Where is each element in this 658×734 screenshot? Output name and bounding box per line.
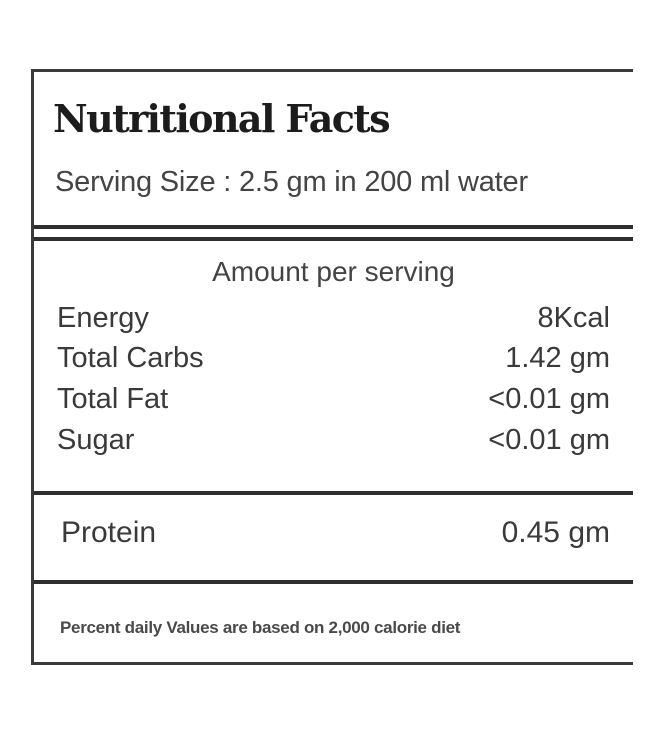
nutrient-row-energy: Energy 8Kcal [57,302,610,342]
nutrient-row-total-fat: Total Fat <0.01 gm [57,383,610,423]
nutrient-value: 8Kcal [537,302,610,334]
nutrient-row-total-carbs: Total Carbs 1.42 gm [57,342,610,382]
protein-name: Protein [61,516,157,549]
daily-values-footnote: Percent daily Values are based on 2,000 … [60,618,461,637]
divider [34,580,633,584]
nutrient-name: Total Fat [57,383,169,415]
nutrient-row-sugar: Sugar <0.01 gm [57,424,610,464]
divider [34,237,633,241]
nutrient-value: <0.01 gm [488,383,610,415]
serving-size: Serving Size : 2.5 gm in 200 ml water [55,166,528,198]
protein-value: 0.45 gm [501,516,610,549]
nutrient-name: Total Carbs [57,342,204,374]
label-title: Nutritional Facts [53,96,391,141]
divider [34,225,633,229]
nutrient-value: 1.42 gm [505,342,610,374]
amount-per-serving-header: Amount per serving [212,256,455,287]
nutrient-name: Sugar [57,424,135,456]
nutrient-name: Energy [57,302,149,334]
divider [34,491,633,495]
nutrition-facts-label: Nutritional Facts Serving Size : 2.5 gm … [31,69,633,665]
nutrient-value: <0.01 gm [488,424,610,456]
